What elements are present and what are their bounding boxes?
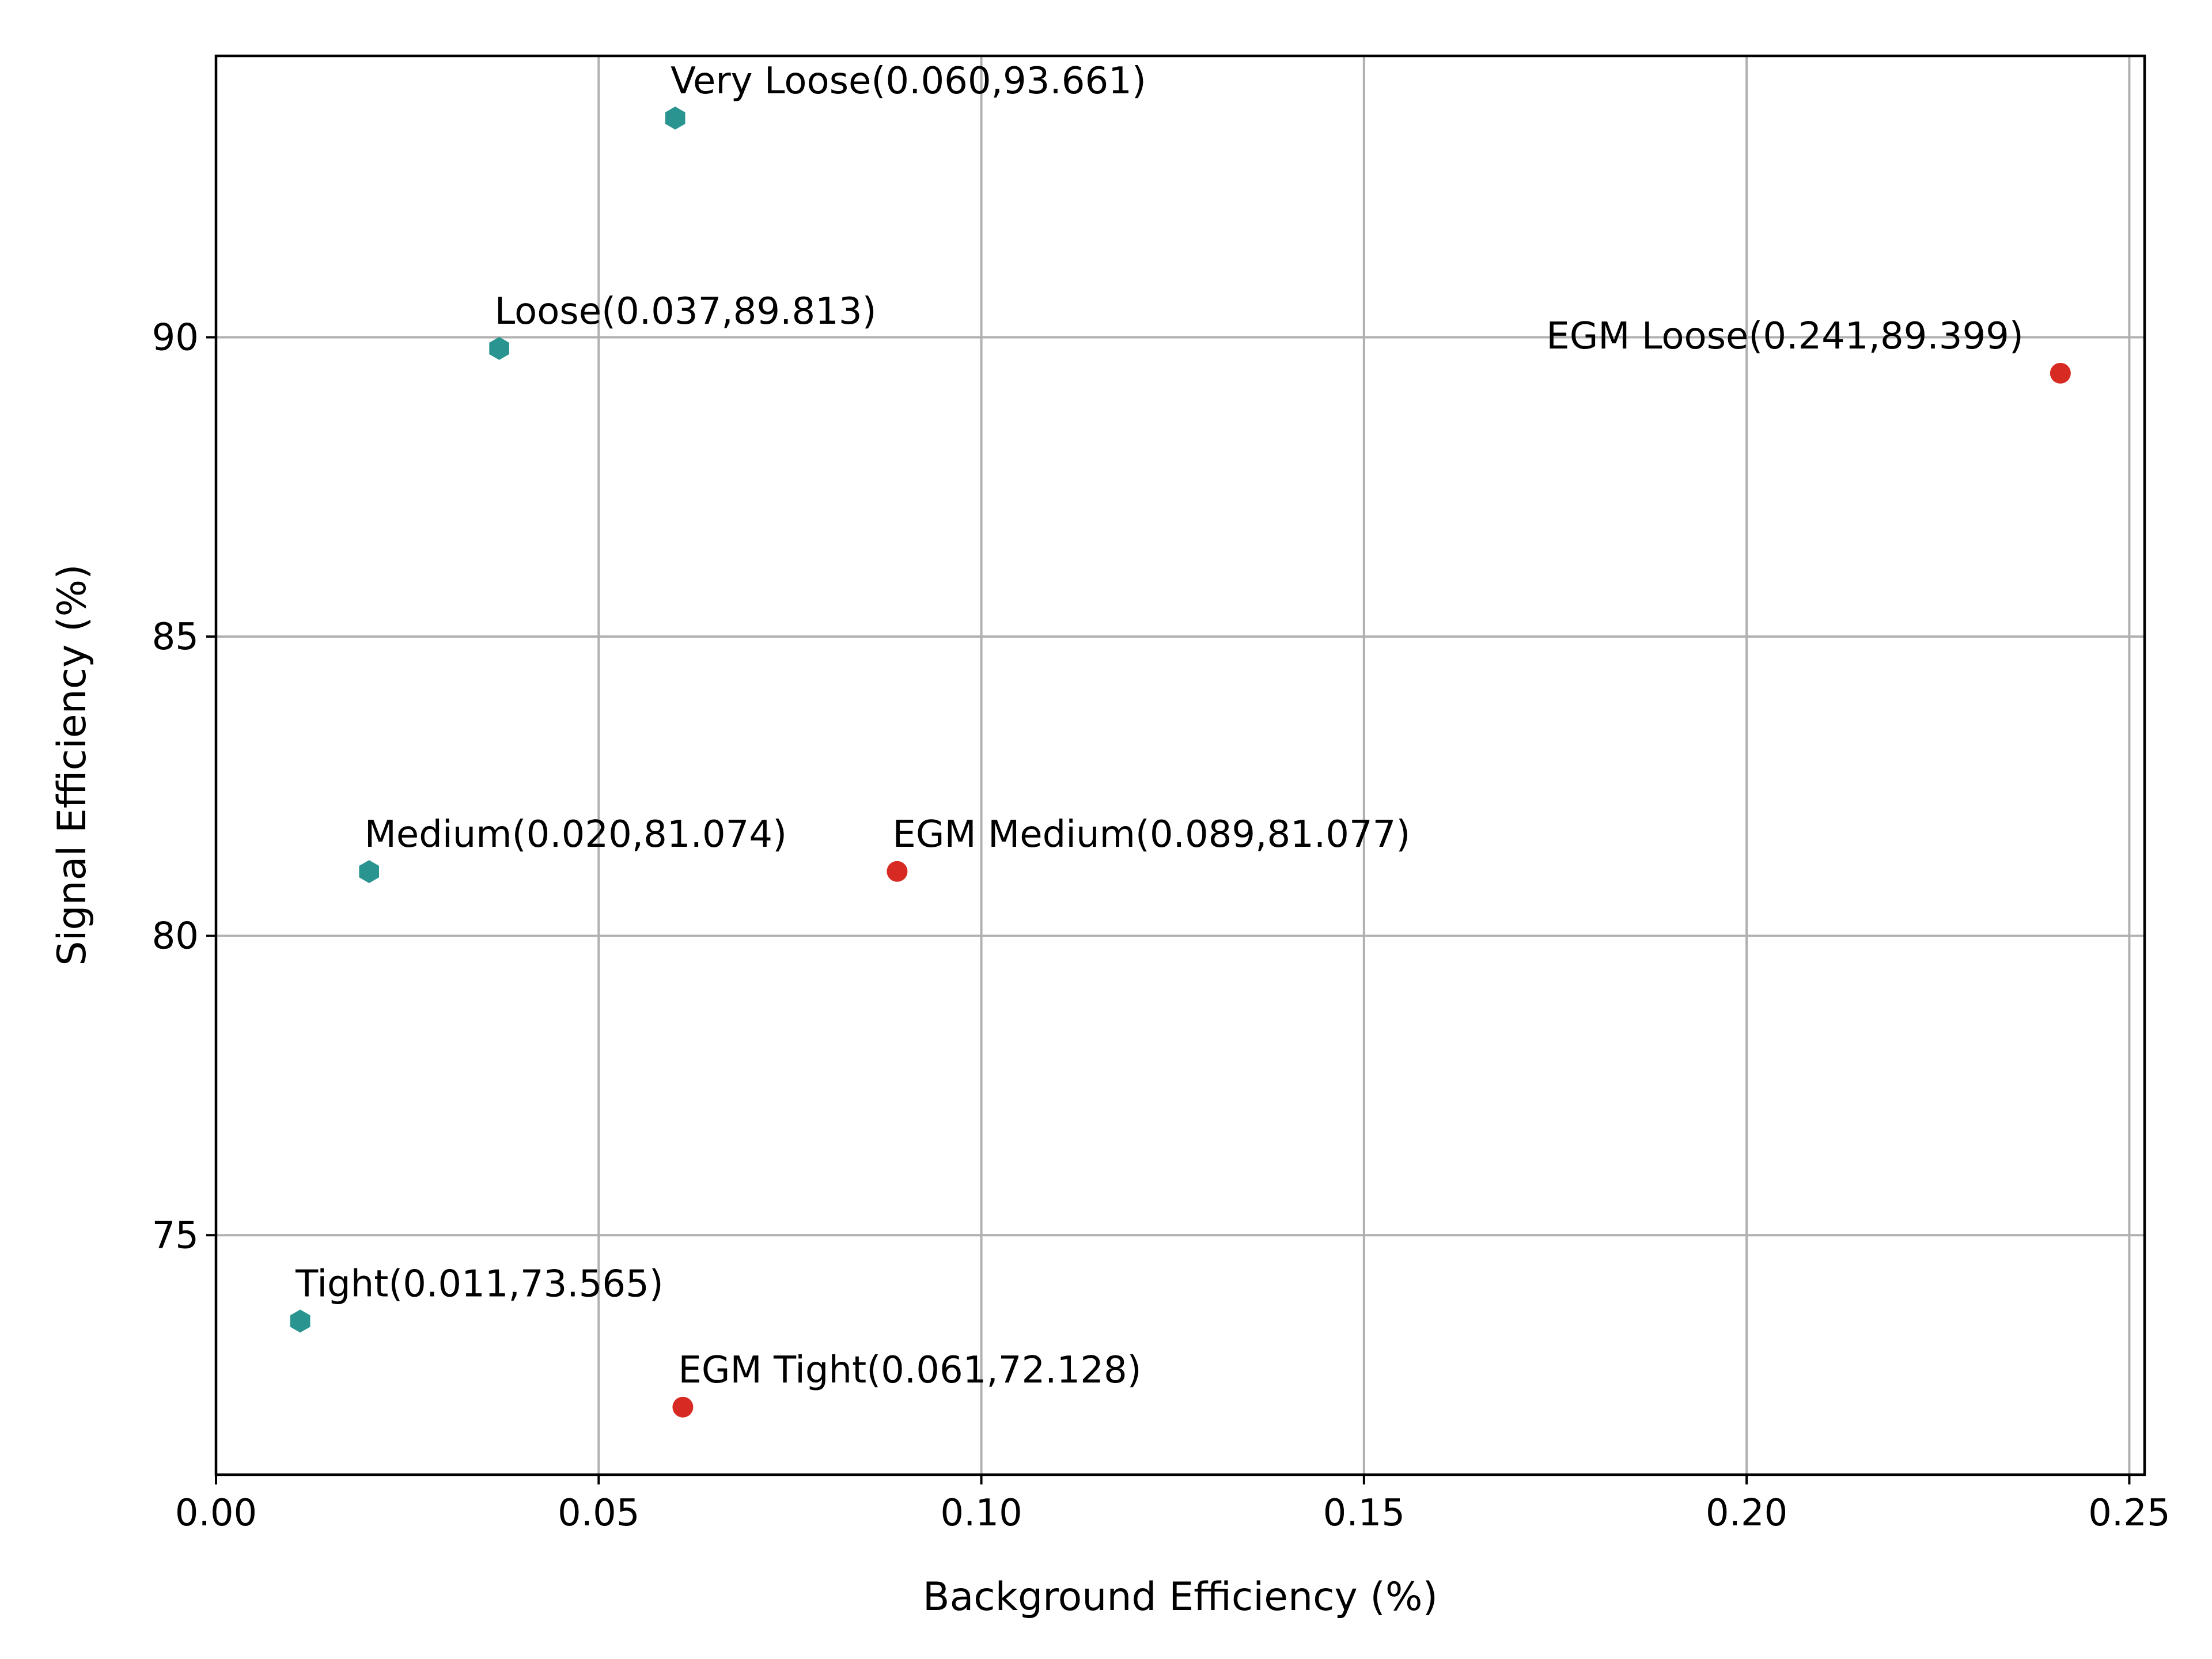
data-point-label: EGM Loose(0.241,89.399) — [1546, 315, 2024, 358]
data-point-circle — [672, 1396, 694, 1418]
data-point-circle — [2050, 362, 2071, 384]
data-point-label: Very Loose(0.060,93.661) — [671, 60, 1146, 103]
x-tick-label: 0.25 — [2088, 1492, 2171, 1535]
x-tick-label: 0.15 — [1323, 1492, 1406, 1535]
x-tick-label: 0.10 — [940, 1492, 1022, 1535]
data-point-hexagon — [290, 1309, 310, 1333]
data-point-label: Loose(0.037,89.813) — [495, 290, 877, 333]
x-tick-label: 0.20 — [1706, 1492, 1788, 1535]
axis-ticks: 0.00 0.05 0.10 0.15 0.20 0.25 75 80 85 90 — [152, 316, 2171, 1535]
x-tick-label: 0.05 — [558, 1492, 640, 1535]
data-point-label: EGM Medium(0.089,81.077) — [892, 813, 1410, 856]
y-tick-label: 90 — [152, 316, 199, 359]
y-axis-title: Signal Efficiency (%) — [50, 564, 95, 965]
y-tick-label: 85 — [152, 616, 199, 658]
grid — [215, 56, 2145, 1475]
data-point-label: EGM Tight(0.061,72.128) — [678, 1349, 1141, 1392]
y-tick-label: 80 — [152, 915, 199, 958]
x-axis-title: Background Efficiency (%) — [923, 1574, 1438, 1620]
data-point-label: Medium(0.020,81.074) — [365, 813, 787, 856]
data-point-hexagon — [489, 336, 509, 360]
data-point-label: Tight(0.011,73.565) — [295, 1263, 664, 1305]
plot-frame — [214, 54, 2146, 1476]
data-point-hexagon — [359, 860, 379, 884]
data-points: Very Loose(0.060,93.661) Loose(0.037,89.8… — [290, 60, 2071, 1418]
x-tick-label: 0.00 — [175, 1492, 257, 1535]
data-point-circle — [887, 861, 908, 882]
data-point-hexagon — [665, 107, 685, 130]
y-tick-label: 75 — [152, 1214, 199, 1257]
